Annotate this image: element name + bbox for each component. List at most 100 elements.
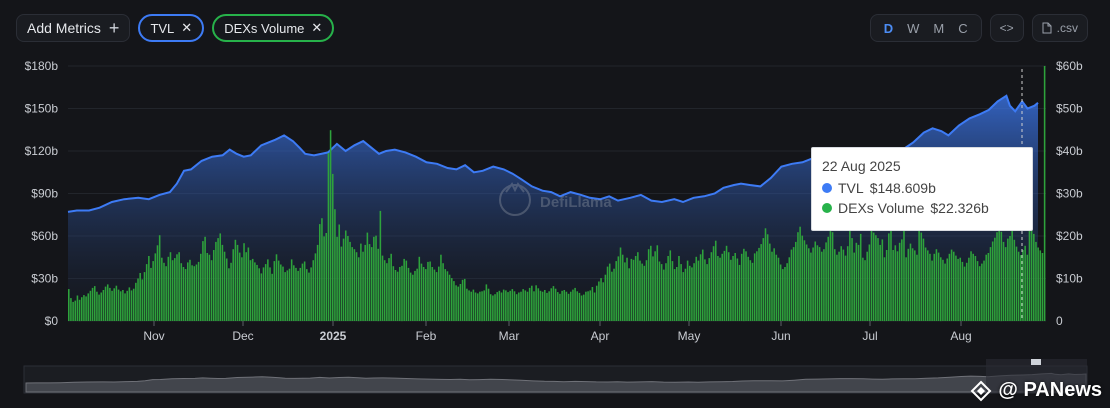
dex-volume-bar bbox=[916, 254, 918, 321]
dex-volume-bar bbox=[859, 233, 862, 321]
x-tick-label: Jul bbox=[862, 329, 877, 343]
dex-volume-bar bbox=[965, 262, 968, 321]
dex-volume-bar bbox=[795, 241, 797, 321]
dex-volume-bar bbox=[403, 258, 405, 321]
dex-volume-bar bbox=[1043, 66, 1046, 321]
tooltip-row-dex: DEXs Volume $22.326b bbox=[822, 200, 1022, 216]
dex-volume-bar bbox=[433, 269, 436, 321]
period-month-button[interactable]: M bbox=[933, 20, 945, 36]
dex-volume-bar bbox=[210, 260, 213, 321]
dex-volume-bar bbox=[70, 298, 72, 321]
dex-volume-bar bbox=[939, 257, 942, 322]
navigator-handle[interactable] bbox=[1031, 359, 1041, 365]
dex-volume-bar bbox=[518, 292, 520, 321]
dex-volume-bar bbox=[970, 251, 972, 321]
dex-volume-bar bbox=[329, 130, 332, 321]
dex-volume-bar bbox=[786, 263, 788, 321]
dex-volume-bar bbox=[355, 252, 358, 321]
dex-volume-bar bbox=[115, 285, 118, 321]
dex-volume-bar bbox=[124, 293, 126, 321]
dex-volume-bar bbox=[736, 258, 739, 321]
dex-volume-bar bbox=[779, 264, 782, 321]
dex-volume-bar bbox=[714, 240, 717, 321]
dex-volume-bar bbox=[91, 287, 94, 321]
dex-volume-bar bbox=[204, 236, 206, 321]
dex-volume-bar bbox=[468, 290, 470, 321]
dex-volume-bar bbox=[338, 224, 341, 321]
y-right-tick-label: $60b bbox=[1056, 59, 1083, 73]
dex-volume-bar bbox=[585, 291, 587, 321]
metric-chip-dexs-label: DEXs Volume bbox=[224, 20, 305, 36]
dex-volume-bar bbox=[450, 278, 453, 321]
x-tick-label: Nov bbox=[143, 329, 164, 343]
dex-volume-bar bbox=[851, 238, 853, 321]
dex-volume-bar bbox=[918, 226, 920, 321]
y-left-tick-label: $60b bbox=[31, 229, 58, 243]
dex-volume-bar bbox=[723, 250, 726, 321]
csv-label: .csv bbox=[1056, 21, 1078, 35]
dex-volume-bar bbox=[479, 291, 481, 321]
dex-volume-bar bbox=[678, 256, 680, 321]
dex-volume-bar bbox=[1011, 230, 1013, 321]
dex-volume-bar bbox=[628, 268, 630, 321]
dex-volume-bar bbox=[567, 293, 570, 321]
dex-volume-bar bbox=[905, 257, 907, 322]
dex-volume-bar bbox=[554, 288, 557, 321]
dex-volume-bar bbox=[756, 251, 758, 321]
period-cumulative-button[interactable]: C bbox=[958, 20, 968, 36]
dex-volume-bar bbox=[117, 289, 120, 321]
dex-volume-bar bbox=[113, 288, 115, 321]
dex-volume-bar bbox=[277, 260, 280, 321]
metric-chip-tvl[interactable]: TVL ✕ bbox=[138, 14, 205, 42]
dex-volume-bar bbox=[288, 268, 291, 321]
dex-volume-bar bbox=[362, 251, 364, 321]
csv-download-button[interactable]: .csv bbox=[1031, 14, 1088, 42]
dex-volume-bar bbox=[732, 256, 734, 321]
close-icon[interactable]: ✕ bbox=[181, 20, 193, 35]
dex-volume-bar bbox=[844, 255, 847, 321]
dex-volume-bar bbox=[321, 218, 323, 321]
dex-volume-bar bbox=[489, 294, 492, 321]
period-week-button[interactable]: W bbox=[907, 20, 920, 36]
dex-volume-bar bbox=[401, 265, 403, 322]
range-navigator[interactable] bbox=[23, 359, 1088, 394]
period-day-button[interactable]: D bbox=[883, 20, 894, 36]
dex-volume-bar bbox=[234, 239, 237, 321]
dex-volume-bar bbox=[383, 260, 386, 321]
dex-volume-bar bbox=[621, 254, 624, 321]
dex-volume-bar bbox=[903, 230, 905, 321]
embed-button[interactable]: <> bbox=[989, 14, 1024, 42]
dex-volume-bar bbox=[708, 258, 711, 321]
close-icon[interactable]: ✕ bbox=[311, 20, 323, 35]
tooltip-row-tvl: TVL $148.609b bbox=[822, 180, 1022, 196]
dex-volume-bar bbox=[637, 252, 639, 321]
dex-volume-bar bbox=[818, 247, 821, 321]
dex-volume-bar bbox=[883, 257, 886, 322]
dex-volume-bar bbox=[572, 289, 574, 321]
dex-volume-bar bbox=[888, 233, 890, 321]
add-metrics-button[interactable]: Add Metrics + bbox=[16, 14, 131, 42]
y-left-tick-label: $30b bbox=[31, 272, 58, 286]
dex-volume-bar bbox=[388, 258, 390, 321]
dex-volume-bar bbox=[548, 291, 550, 322]
dex-volume-bar bbox=[455, 285, 457, 321]
dex-volume-bar bbox=[717, 256, 719, 321]
panews-watermark: @ PANews bbox=[970, 379, 1102, 402]
dex-volume-bar bbox=[416, 268, 418, 321]
dex-volume-bar bbox=[576, 291, 579, 322]
dex-volume-bar bbox=[563, 290, 566, 321]
dex-volume-bar bbox=[812, 247, 814, 321]
dex-volume-bar bbox=[931, 260, 933, 321]
dex-volume-bar bbox=[667, 256, 669, 321]
dex-volume-bar bbox=[944, 263, 946, 321]
dex-volume-bar bbox=[187, 262, 189, 321]
dex-volume-bar bbox=[189, 259, 191, 321]
dex-volume-bar bbox=[427, 261, 429, 321]
dex-volume-bar bbox=[842, 249, 845, 321]
dex-volume-bar bbox=[734, 253, 736, 321]
dex-volume-bar bbox=[407, 267, 410, 321]
defillama-watermark: DefiLlama bbox=[499, 182, 612, 216]
metric-chip-dexs-volume[interactable]: DEXs Volume ✕ bbox=[212, 14, 335, 42]
dex-volume-bar bbox=[602, 282, 604, 321]
metric-chip-tvl-label: TVL bbox=[150, 20, 175, 36]
